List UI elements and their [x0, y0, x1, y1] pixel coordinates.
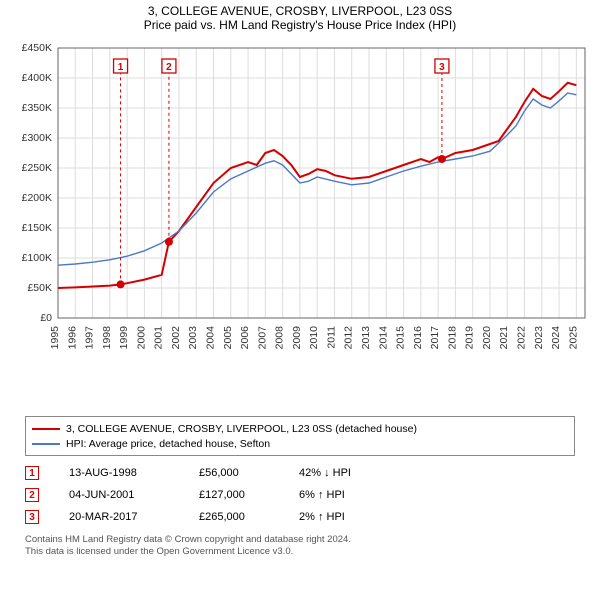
- svg-text:£200K: £200K: [22, 192, 52, 204]
- svg-text:1997: 1997: [84, 326, 96, 350]
- svg-text:2013: 2013: [360, 326, 372, 350]
- svg-text:2014: 2014: [377, 326, 389, 350]
- svg-text:£50K: £50K: [27, 282, 52, 294]
- svg-text:2010: 2010: [308, 326, 320, 350]
- sale-delta: 42% ↓ HPI: [299, 467, 379, 479]
- sales-table: 1 13-AUG-1998 £56,000 42% ↓ HPI 2 04-JUN-2001…: [25, 462, 575, 528]
- svg-text:2008: 2008: [274, 326, 286, 350]
- sale-date: 20-MAR-2017: [69, 511, 169, 523]
- legend-label: 3, COLLEGE AVENUE, CROSBY, LIVERPOOL, L2…: [66, 423, 417, 435]
- svg-text:2024: 2024: [550, 326, 562, 350]
- legend-swatch: [32, 428, 60, 430]
- svg-text:2022: 2022: [516, 326, 528, 350]
- svg-text:2023: 2023: [533, 326, 545, 350]
- page-subtitle: Price paid vs. HM Land Registry's House …: [0, 18, 600, 38]
- svg-text:1998: 1998: [101, 326, 113, 350]
- svg-text:1996: 1996: [66, 326, 78, 350]
- footer: Contains HM Land Registry data © Crown c…: [25, 534, 575, 559]
- svg-text:1995: 1995: [49, 326, 61, 350]
- sale-index-marker: 1: [25, 466, 39, 480]
- sale-delta: 6% ↑ HPI: [299, 489, 379, 501]
- svg-text:2000: 2000: [135, 326, 147, 350]
- svg-text:2011: 2011: [325, 326, 337, 349]
- sale-row: 3 20-MAR-2017 £265,000 2% ↑ HPI: [25, 506, 575, 528]
- svg-text:2007: 2007: [256, 326, 268, 350]
- svg-text:2009: 2009: [291, 326, 303, 350]
- svg-text:2025: 2025: [567, 326, 579, 350]
- sale-date: 13-AUG-1998: [69, 467, 169, 479]
- svg-text:2003: 2003: [187, 326, 199, 350]
- legend: 3, COLLEGE AVENUE, CROSBY, LIVERPOOL, L2…: [25, 416, 575, 456]
- sale-price: £127,000: [199, 489, 269, 501]
- legend-label: HPI: Average price, detached house, Seft…: [66, 438, 270, 450]
- svg-text:2021: 2021: [498, 326, 510, 350]
- svg-text:£250K: £250K: [22, 162, 52, 174]
- line-chart: £0 £50K £100K £150K £200K £250K £300K £350K £400…: [10, 38, 590, 408]
- sale-index-marker: 3: [25, 510, 39, 524]
- page-title: 3, COLLEGE AVENUE, CROSBY, LIVERPOOL, L2…: [0, 0, 600, 18]
- sale-row: 1 13-AUG-1998 £56,000 42% ↓ HPI: [25, 462, 575, 484]
- svg-text:2016: 2016: [412, 326, 424, 350]
- sale-price: £265,000: [199, 511, 269, 523]
- svg-text:2002: 2002: [170, 326, 182, 350]
- svg-text:£300K: £300K: [22, 132, 52, 144]
- svg-text:£350K: £350K: [22, 102, 52, 114]
- svg-text:2018: 2018: [446, 326, 458, 350]
- sale-date: 04-JUN-2001: [69, 489, 169, 501]
- svg-text:2005: 2005: [222, 326, 234, 350]
- svg-text:1: 1: [118, 62, 124, 73]
- svg-text:2012: 2012: [343, 326, 355, 350]
- legend-item: 3, COLLEGE AVENUE, CROSBY, LIVERPOOL, L2…: [32, 421, 568, 436]
- svg-text:£100K: £100K: [22, 252, 52, 264]
- svg-text:2019: 2019: [464, 326, 476, 350]
- sale-row: 2 04-JUN-2001 £127,000 6% ↑ HPI: [25, 484, 575, 506]
- svg-text:2: 2: [166, 62, 172, 73]
- svg-text:£450K: £450K: [22, 42, 52, 54]
- svg-text:2006: 2006: [239, 326, 251, 350]
- chart-container: £0 £50K £100K £150K £200K £250K £300K £350K £400…: [10, 38, 590, 408]
- sale-delta: 2% ↑ HPI: [299, 511, 379, 523]
- svg-text:£400K: £400K: [22, 72, 52, 84]
- footer-line: Contains HM Land Registry data © Crown c…: [25, 534, 575, 546]
- svg-text:3: 3: [439, 62, 445, 73]
- svg-text:2004: 2004: [205, 326, 217, 350]
- svg-text:2015: 2015: [395, 326, 407, 350]
- svg-text:£0: £0: [40, 312, 52, 324]
- svg-text:2001: 2001: [153, 326, 165, 350]
- svg-text:2017: 2017: [429, 326, 441, 350]
- svg-text:£150K: £150K: [22, 222, 52, 234]
- svg-text:2020: 2020: [481, 326, 493, 350]
- footer-line: This data is licensed under the Open Gov…: [25, 546, 575, 558]
- svg-text:1999: 1999: [118, 326, 130, 350]
- legend-swatch: [32, 443, 60, 445]
- sale-price: £56,000: [199, 467, 269, 479]
- legend-item: HPI: Average price, detached house, Seft…: [32, 436, 568, 451]
- sale-index-marker: 2: [25, 488, 39, 502]
